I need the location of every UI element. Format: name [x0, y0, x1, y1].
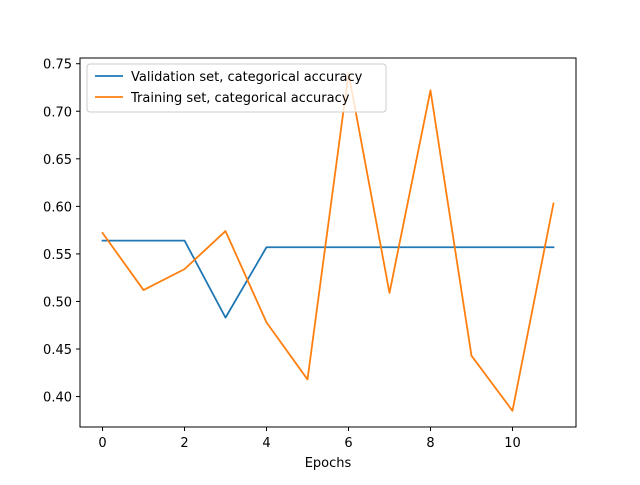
axes-frame	[79, 57, 577, 428]
x-axis-ticks: 0 2 4 6 8 10	[98, 427, 521, 451]
y-tick-label: 0.40	[43, 391, 72, 406]
y-axis-ticks: 0.40 0.45 0.50 0.55 0.60 0.65 0.70 0.75	[43, 58, 80, 406]
legend-label-training: Training set, categorical accuracy	[130, 91, 350, 106]
x-axis-label: Epochs	[305, 456, 352, 471]
y-tick-label: 0.60	[43, 200, 72, 215]
y-tick-label: 0.75	[43, 58, 72, 73]
legend-box	[86, 63, 387, 113]
series-line-training	[101, 72, 555, 412]
y-tick-label: 0.70	[43, 105, 72, 120]
legend: Validation set, categorical accuracy Tra…	[86, 63, 387, 113]
y-tick-label: 0.50	[43, 295, 72, 310]
legend-label-validation: Validation set, categorical accuracy	[131, 70, 363, 85]
x-tick-label: 6	[344, 436, 352, 451]
series-lines	[101, 72, 555, 412]
series-line-validation	[101, 239, 555, 319]
x-tick-label: 4	[262, 436, 270, 451]
x-tick-label: 10	[504, 436, 521, 451]
x-tick-label: 8	[426, 436, 434, 451]
y-tick-label: 0.55	[43, 248, 72, 263]
x-tick-label: 0	[98, 436, 106, 451]
y-tick-label: 0.65	[43, 153, 72, 168]
y-tick-label: 0.45	[43, 343, 72, 358]
x-tick-label: 2	[180, 436, 188, 451]
